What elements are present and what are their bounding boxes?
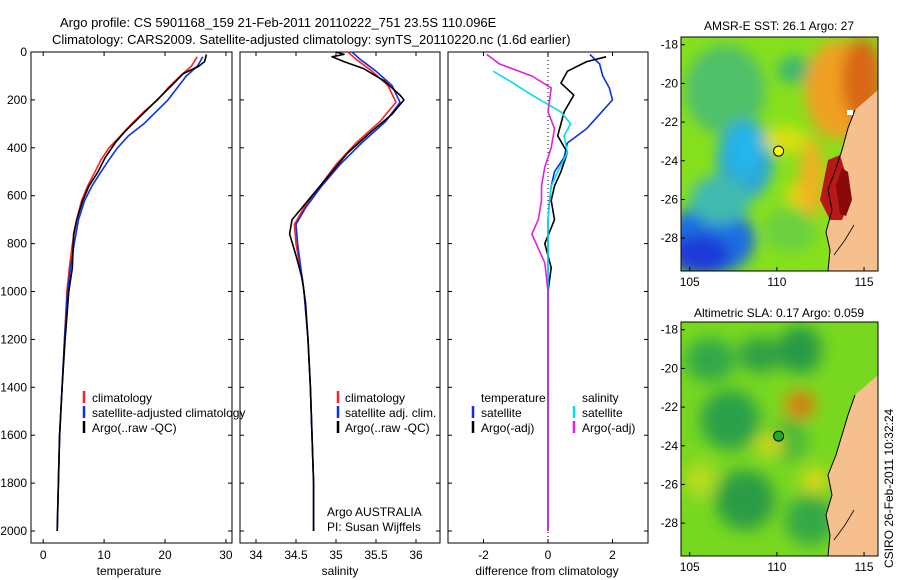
y-tick-label: 1200 bbox=[0, 332, 27, 346]
series-line-argo-raw-qc bbox=[56, 54, 208, 532]
y-tick-label: 200 bbox=[7, 93, 27, 107]
difference-xlabel: difference from climatology bbox=[475, 564, 618, 578]
series-line-climatology bbox=[56, 56, 198, 532]
sla-map-ticks: 105 110 115 -18 -20 -22 -24 -26 -28 bbox=[661, 323, 874, 574]
x-tick-label: 35.5 bbox=[364, 548, 388, 562]
sst-map bbox=[681, 37, 878, 271]
figure-title-line2: Climatology: CARS2009. Satellite-adjuste… bbox=[52, 32, 571, 47]
salinity-legend: climatology satellite adj. clim. Argo(..… bbox=[336, 391, 436, 435]
map-x-tick-label: 105 bbox=[680, 275, 700, 289]
map-x-tick-label: 110 bbox=[767, 560, 786, 574]
difference-legend: temperature satellite Argo(-adj) salinit… bbox=[471, 391, 635, 435]
credit-timestamp: CSIRO 26-Feb-2011 10:32:24 bbox=[882, 408, 896, 568]
sla-map-title: Altimetric SLA: 0.17 Argo: 0.059 bbox=[694, 306, 864, 320]
x-tick-label: 36 bbox=[409, 548, 423, 562]
temperature-profile-plot: 0 10 20 30 0 200 400 600 800 1000 1200 1400 1600 1800… bbox=[0, 45, 233, 562]
legend-label-climatology: climatology bbox=[345, 391, 405, 405]
y-tick-label: 1800 bbox=[0, 476, 27, 490]
sst-map-ticks: 105 110 115 -18 -20 -22 -24 -26 -28 bbox=[661, 38, 874, 289]
map-x-tick-label: 110 bbox=[767, 275, 786, 289]
figure-title-line1: Argo profile: CS 5901168_159 21-Feb-2011… bbox=[60, 15, 497, 30]
y-tick-label: 1000 bbox=[0, 285, 27, 299]
legend-label-climatology: climatology bbox=[92, 391, 152, 405]
series-line-satellite-adjusted-climatology bbox=[56, 56, 204, 532]
x-tick-label: 2 bbox=[609, 548, 616, 562]
x-tick-label: 20 bbox=[158, 548, 172, 562]
map-y-tick-label: -22 bbox=[661, 115, 679, 129]
map-y-tick-label: -26 bbox=[661, 477, 679, 491]
sla-map-frame bbox=[680, 321, 879, 557]
x-tick-label: 35 bbox=[329, 548, 343, 562]
salinity-axes bbox=[239, 51, 441, 544]
argo-position-marker bbox=[773, 145, 785, 157]
map-y-tick-label: -24 bbox=[661, 439, 679, 453]
x-tick-label: 30 bbox=[219, 548, 233, 562]
x-tick-label: 0 bbox=[545, 548, 552, 562]
map-x-tick-label: 115 bbox=[854, 560, 873, 574]
legend-label-satellite: satellite-adjusted climatology bbox=[92, 406, 245, 420]
legend-label-sal-argo: Argo(-adj) bbox=[582, 421, 635, 435]
y-tick-label: 400 bbox=[7, 141, 27, 155]
salinity-profile-plot: 34 34.5 35 35.5 36 bbox=[240, 51, 440, 562]
x-tick-label: 0 bbox=[40, 548, 47, 562]
x-tick-label: 10 bbox=[97, 548, 111, 562]
series-line-salinity-argo-adj bbox=[486, 53, 556, 531]
map-y-tick-label: -20 bbox=[661, 76, 679, 90]
x-tick-label: 34.5 bbox=[284, 548, 308, 562]
series-line-salinity-satellite bbox=[492, 70, 572, 531]
argo-position-marker bbox=[773, 430, 785, 442]
y-tick-label: 800 bbox=[7, 237, 27, 251]
series-line-argo-raw-qc bbox=[288, 51, 405, 531]
map-y-tick-label: -24 bbox=[661, 154, 679, 168]
map-x-tick-label: 105 bbox=[680, 560, 700, 574]
map-y-tick-label: -18 bbox=[661, 323, 679, 337]
legend-label-argo: Argo(..raw -QC) bbox=[92, 421, 177, 435]
temperature-axes bbox=[30, 51, 233, 544]
sla-map bbox=[681, 322, 878, 556]
map-y-tick-label: -28 bbox=[661, 516, 679, 530]
difference-profile-plot: -2 0 2 bbox=[448, 51, 648, 562]
legend-label-temp-satellite: satellite bbox=[481, 406, 522, 420]
legend-title-salinity: salinity bbox=[582, 391, 619, 405]
temperature-xlabel: temperature bbox=[97, 564, 162, 578]
map-y-tick-label: -20 bbox=[661, 361, 679, 375]
y-tick-label: 600 bbox=[7, 189, 27, 203]
series-line-temperature-satellite bbox=[547, 53, 614, 531]
legend-label-satellite: satellite adj. clim. bbox=[345, 406, 436, 420]
map-y-tick-label: -28 bbox=[661, 231, 679, 245]
y-tick-label: 0 bbox=[20, 45, 27, 59]
x-tick-label: -2 bbox=[478, 548, 489, 562]
x-tick-label: 34 bbox=[249, 548, 263, 562]
map-y-tick-label: -26 bbox=[661, 192, 679, 206]
y-tick-label: 1600 bbox=[0, 428, 27, 442]
map-x-tick-label: 115 bbox=[854, 275, 873, 289]
legend-label-temp-argo: Argo(-adj) bbox=[481, 421, 534, 435]
legend-title-temperature: temperature bbox=[481, 391, 546, 405]
map-y-tick-label: -22 bbox=[661, 400, 679, 414]
temperature-legend: climatology satellite-adjusted climatolo… bbox=[82, 391, 245, 435]
map-y-tick-label: -18 bbox=[661, 38, 679, 52]
y-tick-label: 1400 bbox=[0, 380, 27, 394]
float-pi-label: PI: Susan Wijffels bbox=[327, 520, 421, 534]
y-tick-label: 2000 bbox=[0, 524, 27, 538]
series-line-satellite-adj-clim bbox=[295, 51, 401, 531]
sst-map-title: AMSR-E SST: 26.1 Argo: 27 bbox=[704, 19, 854, 33]
float-program-label: Argo AUSTRALIA bbox=[327, 505, 422, 519]
salinity-xlabel: salinity bbox=[322, 564, 359, 578]
legend-label-sal-satellite: satellite bbox=[582, 406, 623, 420]
legend-label-argo: Argo(..raw -QC) bbox=[345, 421, 430, 435]
sst-map-frame bbox=[680, 36, 879, 272]
